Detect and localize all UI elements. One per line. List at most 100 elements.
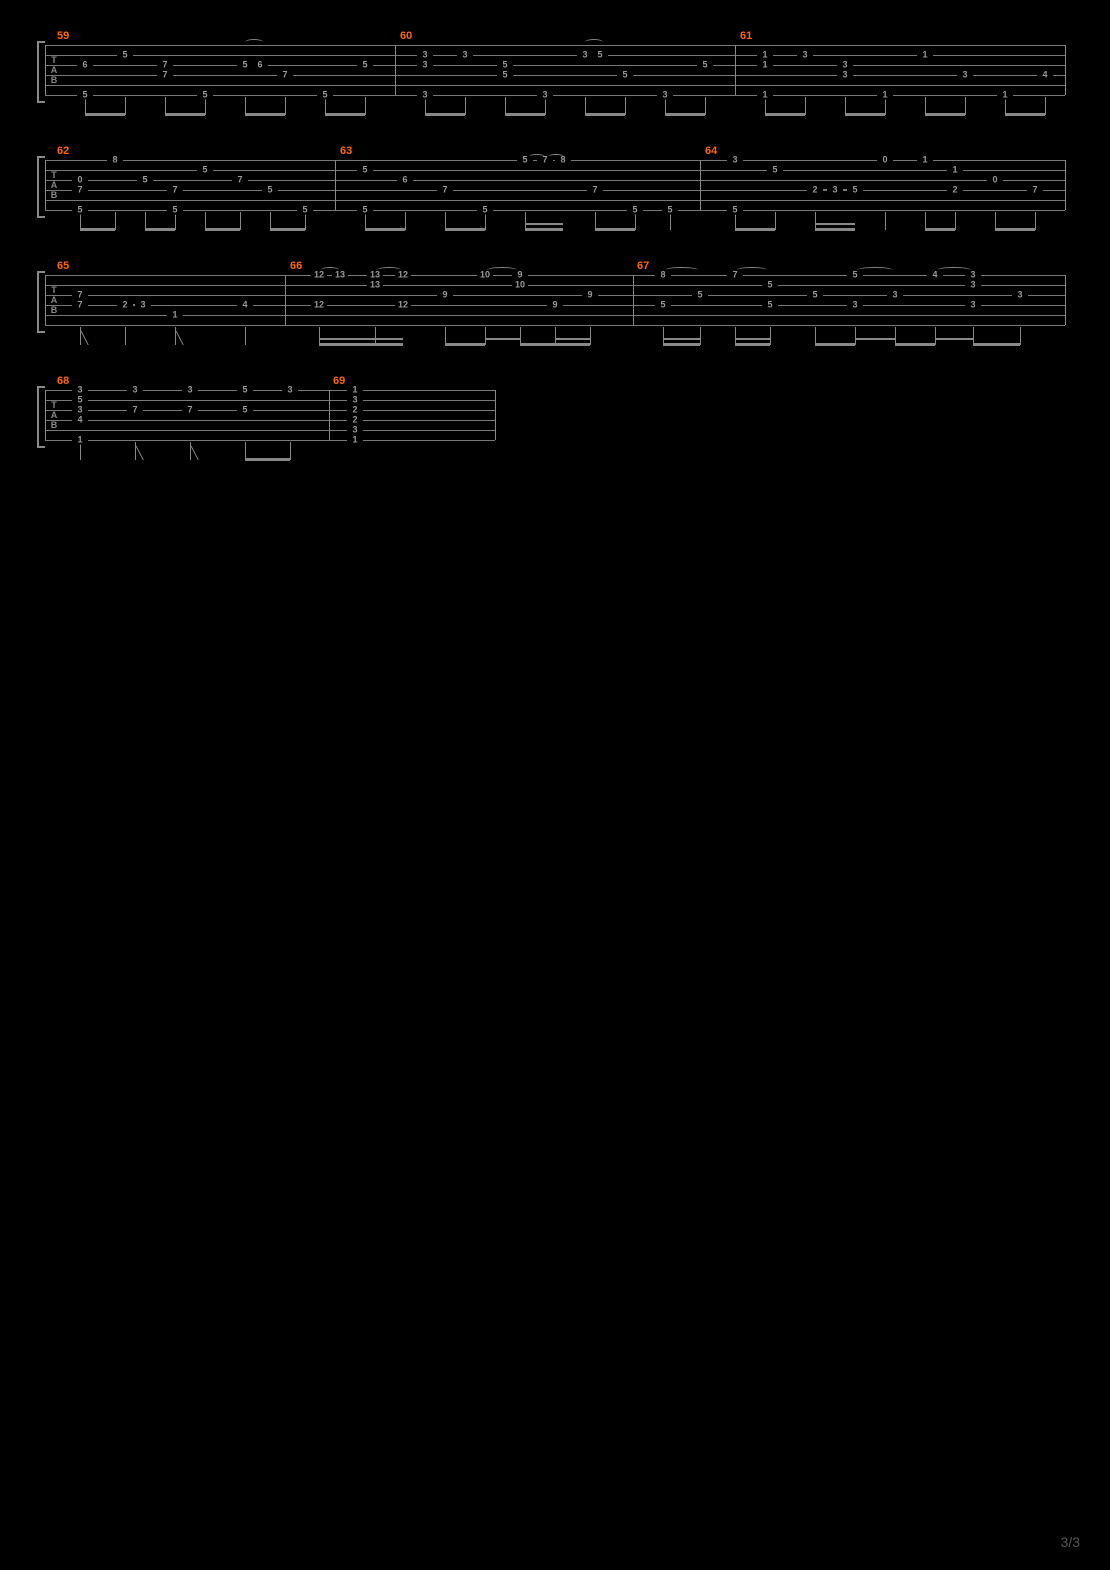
note-flag: ╲ xyxy=(191,448,198,458)
barline xyxy=(45,275,46,325)
fret-number: 7 xyxy=(157,61,173,70)
fret-number: 5 xyxy=(262,186,278,195)
fret-number: 5 xyxy=(762,301,778,310)
fret-number: 2 xyxy=(807,186,823,195)
measure-number: 69 xyxy=(333,375,345,387)
staff-bracket xyxy=(37,41,45,103)
note-stem xyxy=(305,212,306,230)
note-beam-secondary xyxy=(525,223,563,225)
note-beam-secondary xyxy=(555,338,590,340)
note-stem xyxy=(935,327,936,345)
staff-line xyxy=(45,210,1065,211)
barline xyxy=(1065,45,1066,95)
fret-number: 0 xyxy=(877,156,893,165)
fret-number: 3 xyxy=(127,386,143,395)
note-stem xyxy=(125,327,126,345)
note-stem xyxy=(205,97,206,115)
tab-indicator: TAB xyxy=(47,55,61,85)
note-stem xyxy=(285,97,286,115)
measure-number: 63 xyxy=(340,145,352,157)
fret-number: 3 xyxy=(72,406,88,415)
fret-number: 3 xyxy=(417,91,433,100)
note-stem xyxy=(625,97,626,115)
fret-number: 3 xyxy=(135,301,151,310)
note-stem xyxy=(80,442,81,460)
barline xyxy=(735,45,736,95)
note-beam xyxy=(973,343,1020,346)
barline xyxy=(45,390,46,440)
staff-line xyxy=(45,430,495,431)
note-stem xyxy=(700,327,701,345)
note-beam xyxy=(765,113,805,116)
note-beam xyxy=(325,113,365,116)
fret-number: 5 xyxy=(357,166,373,175)
note-stem xyxy=(965,97,966,115)
measure-number: 65 xyxy=(57,260,69,272)
fret-number: 5 xyxy=(497,71,513,80)
note-stem xyxy=(1045,97,1046,115)
note-stem xyxy=(635,212,636,230)
barline xyxy=(700,160,701,210)
fret-number: 5 xyxy=(727,206,743,215)
note-stem xyxy=(485,327,486,345)
fret-number: 7 xyxy=(72,301,88,310)
note-beam xyxy=(365,228,405,231)
fret-number: 5 xyxy=(477,206,493,215)
note-stem xyxy=(240,212,241,230)
staff-line xyxy=(45,440,495,441)
note-stem xyxy=(775,212,776,230)
fret-number: 2 xyxy=(347,406,363,415)
note-stem xyxy=(705,97,706,115)
fret-number: 3 xyxy=(282,386,298,395)
fret-number: 5 xyxy=(137,176,153,185)
note-beam xyxy=(245,113,285,116)
note-stem xyxy=(365,97,366,115)
note-stem xyxy=(175,212,176,230)
staff-line xyxy=(45,295,1065,296)
note-beam xyxy=(595,228,635,231)
note-beam xyxy=(815,228,855,231)
note-stem xyxy=(590,327,591,345)
fret-number: 7 xyxy=(232,176,248,185)
measure-number: 64 xyxy=(705,145,717,157)
fret-number: 7 xyxy=(182,406,198,415)
fret-number: 7 xyxy=(277,71,293,80)
staff-bracket xyxy=(37,271,45,333)
fret-number: 5 xyxy=(357,61,373,70)
fret-number: 5 xyxy=(662,206,678,215)
note-flag: ╲ xyxy=(81,333,88,343)
fret-number: 5 xyxy=(72,206,88,215)
note-beam xyxy=(270,228,305,231)
fret-number: 9 xyxy=(547,301,563,310)
fret-number: 0 xyxy=(72,176,88,185)
fret-number: 3 xyxy=(727,156,743,165)
note-stem xyxy=(1035,212,1036,230)
note-beam xyxy=(845,113,885,116)
note-stem xyxy=(125,97,126,115)
fret-number: 2 xyxy=(947,186,963,195)
measure-number: 61 xyxy=(740,30,752,42)
fret-number: 5 xyxy=(847,186,863,195)
note-beam xyxy=(925,228,955,231)
fret-number: 5 xyxy=(847,271,863,280)
staff-row: TAB656667╲╲77231412131213131212910910998… xyxy=(45,275,1065,325)
measure-number: 66 xyxy=(290,260,302,272)
fret-number: 5 xyxy=(697,61,713,70)
fret-number: 1 xyxy=(167,311,183,320)
fret-number: 1 xyxy=(757,61,773,70)
note-beam xyxy=(375,343,403,346)
fret-number: 7 xyxy=(157,71,173,80)
barline xyxy=(395,45,396,95)
fret-number: 5 xyxy=(197,91,213,100)
fret-number: 5 xyxy=(627,206,643,215)
fret-number: 5 xyxy=(237,406,253,415)
fret-number: 6 xyxy=(397,176,413,185)
fret-number: 13 xyxy=(367,271,383,280)
barline xyxy=(45,45,46,95)
barline xyxy=(285,275,286,325)
note-beam xyxy=(555,343,590,346)
fret-number: 5 xyxy=(167,206,183,215)
fret-number: 13 xyxy=(332,271,348,280)
barline xyxy=(495,390,496,440)
tab-page: TAB5960616557755675533335533553511133311… xyxy=(0,0,1110,1570)
